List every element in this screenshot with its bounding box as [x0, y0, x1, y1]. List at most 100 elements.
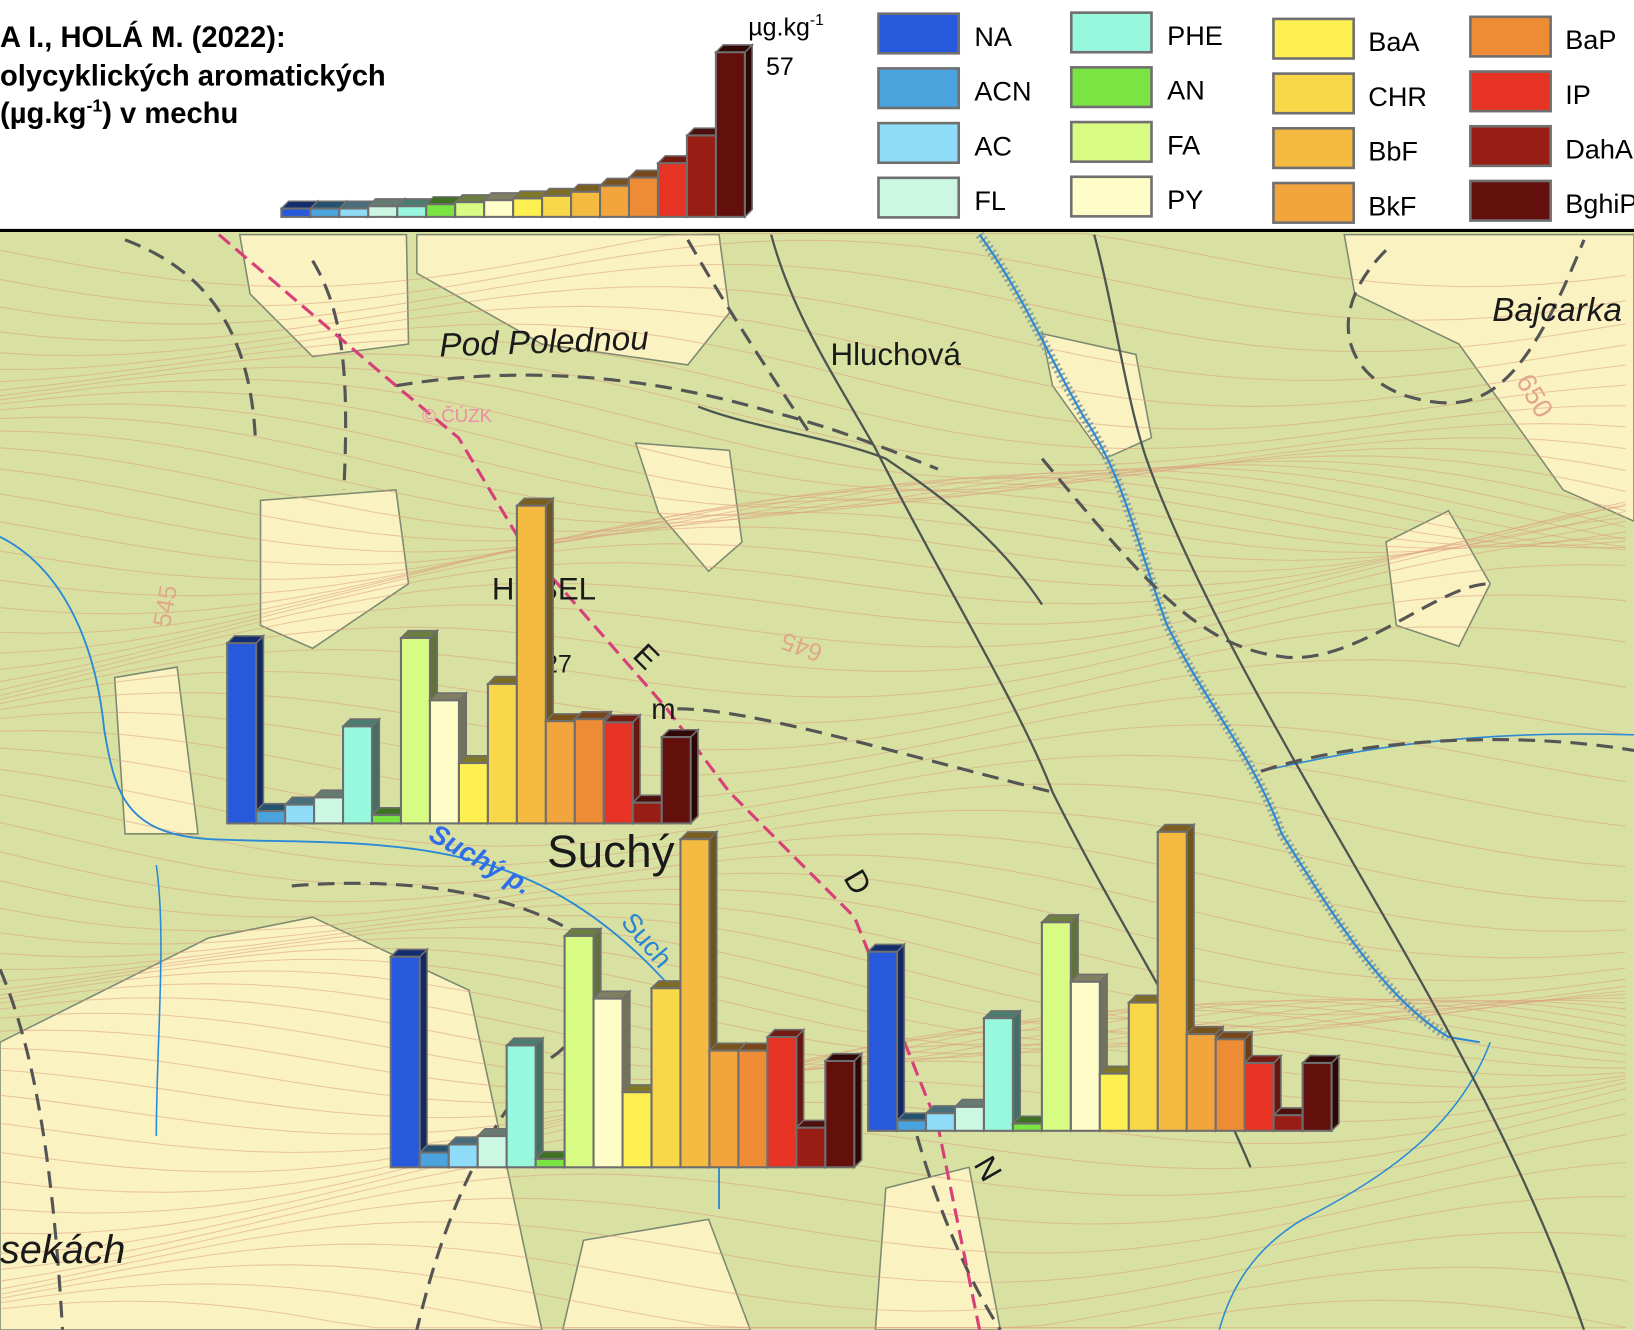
- bar-front: [313, 796, 345, 825]
- track: [677, 707, 1053, 794]
- contour-line: [0, 594, 1626, 701]
- bar-front: [1185, 1033, 1217, 1132]
- label-suchy-place: Suchý: [547, 825, 674, 877]
- area-top-left: [238, 233, 410, 358]
- bar-front: [1011, 1122, 1043, 1132]
- contour-line: [0, 888, 1626, 1000]
- bar-PHE: [504, 1036, 545, 1170]
- bar-front: [1040, 921, 1072, 1132]
- bar-front: [766, 1035, 798, 1169]
- legend-swatch: [877, 12, 961, 55]
- bar-PHE: [982, 1008, 1023, 1133]
- bar-top: [765, 1028, 806, 1038]
- contour-line: [0, 1003, 1626, 1091]
- contour-line: [0, 233, 1626, 288]
- track: [915, 1135, 1002, 1330]
- legend-label: PHE: [1167, 20, 1223, 51]
- legend-swatch: [1069, 120, 1153, 163]
- bar-front: [1301, 1061, 1333, 1132]
- label-pod-polednou: Pod Polednou: [439, 320, 650, 364]
- bar-front: [454, 201, 486, 218]
- contour-line: [0, 1060, 1626, 1173]
- contour-line: [0, 286, 1626, 381]
- contour-lines: [0, 233, 1626, 1329]
- bar-front: [867, 950, 899, 1132]
- bar-front: [418, 1151, 450, 1169]
- bar-side: [744, 43, 753, 219]
- contour-line: [0, 536, 1626, 691]
- track: [395, 373, 939, 471]
- legend-item-BbF: BbF: [1272, 127, 1418, 170]
- bar-top: [1039, 914, 1081, 924]
- contour-line: [0, 958, 1626, 1055]
- legend-swatch: [1069, 175, 1153, 218]
- bar-front: [505, 1044, 537, 1169]
- legend-swatch: [1272, 127, 1355, 170]
- legend-swatch: [877, 121, 961, 165]
- contour-line: [0, 353, 1626, 466]
- bar-front: [737, 1049, 769, 1169]
- bar-top: [678, 831, 719, 840]
- header-background: [0, 0, 1634, 230]
- bar-front: [280, 207, 312, 218]
- bar-top: [1213, 1031, 1254, 1041]
- path-line: [1093, 234, 1586, 1330]
- label-copyright: © ČÚZK: [422, 405, 493, 426]
- bar-front: [483, 199, 515, 218]
- bar-front: [370, 813, 403, 825]
- legend-swatch: [1272, 17, 1355, 60]
- bar-side: [418, 947, 428, 1170]
- track: [124, 238, 257, 438]
- title-line-3-prefix: (µg.kg: [0, 98, 86, 130]
- bar-front: [399, 636, 432, 825]
- bar-front: [714, 51, 746, 218]
- legend-swatch: [877, 176, 961, 219]
- bar-top: [428, 692, 469, 702]
- bar-BbF: [569, 182, 610, 219]
- contour-line: [0, 510, 1626, 615]
- bar-front: [512, 197, 544, 218]
- bar-BghiP: [659, 727, 700, 826]
- bar-NA: [225, 633, 266, 826]
- contour-line: [0, 947, 1626, 1050]
- contour-line: [0, 447, 1626, 548]
- bar-front: [486, 682, 518, 825]
- legend-swatch: [1469, 70, 1552, 113]
- contour-line: [0, 1300, 1626, 1329]
- bar-top: [514, 497, 556, 507]
- bar-front: [631, 801, 663, 825]
- legend-item-ACN: ACN: [877, 67, 1032, 110]
- contour-line: [0, 902, 1626, 1016]
- title-line-3-sup: -1: [86, 96, 102, 116]
- contour-line: [0, 501, 1626, 654]
- legend: NA ACN AC FL PHE AN FA PY BaA CHR BbF BkF BaP IP DahA B…: [877, 11, 1634, 224]
- path-line: [697, 405, 1044, 606]
- bar-NA: [388, 947, 429, 1170]
- legend-item-AN: AN: [1069, 66, 1205, 109]
- area-farm: [634, 442, 743, 573]
- contour-line: [0, 659, 1626, 751]
- legend-swatch: [1069, 11, 1153, 54]
- bar-front: [544, 720, 576, 825]
- bar-front: [685, 134, 717, 218]
- bar-front: [570, 190, 602, 218]
- legend-item-CHR: CHR: [1272, 72, 1427, 115]
- legend-label: CHR: [1368, 81, 1427, 112]
- bar-side: [689, 727, 699, 826]
- bar-front: [650, 987, 682, 1169]
- bar-front: [255, 809, 287, 825]
- label-sekach: sekách: [0, 1228, 125, 1272]
- bar-top: [1155, 823, 1196, 833]
- stream-suchy: [0, 535, 720, 1209]
- bar-front: [1098, 1072, 1130, 1132]
- legend-label: BaP: [1565, 24, 1616, 55]
- bar-top: [504, 1037, 545, 1047]
- bar-top: [562, 927, 603, 937]
- streams: [0, 231, 1634, 1330]
- bar-front: [563, 934, 595, 1169]
- bar-front: [708, 1049, 740, 1169]
- legend-item-AC: AC: [877, 121, 1012, 165]
- contour-line: [0, 489, 1626, 580]
- legend-item-IP: IP: [1469, 70, 1591, 113]
- bar-front: [534, 1157, 566, 1169]
